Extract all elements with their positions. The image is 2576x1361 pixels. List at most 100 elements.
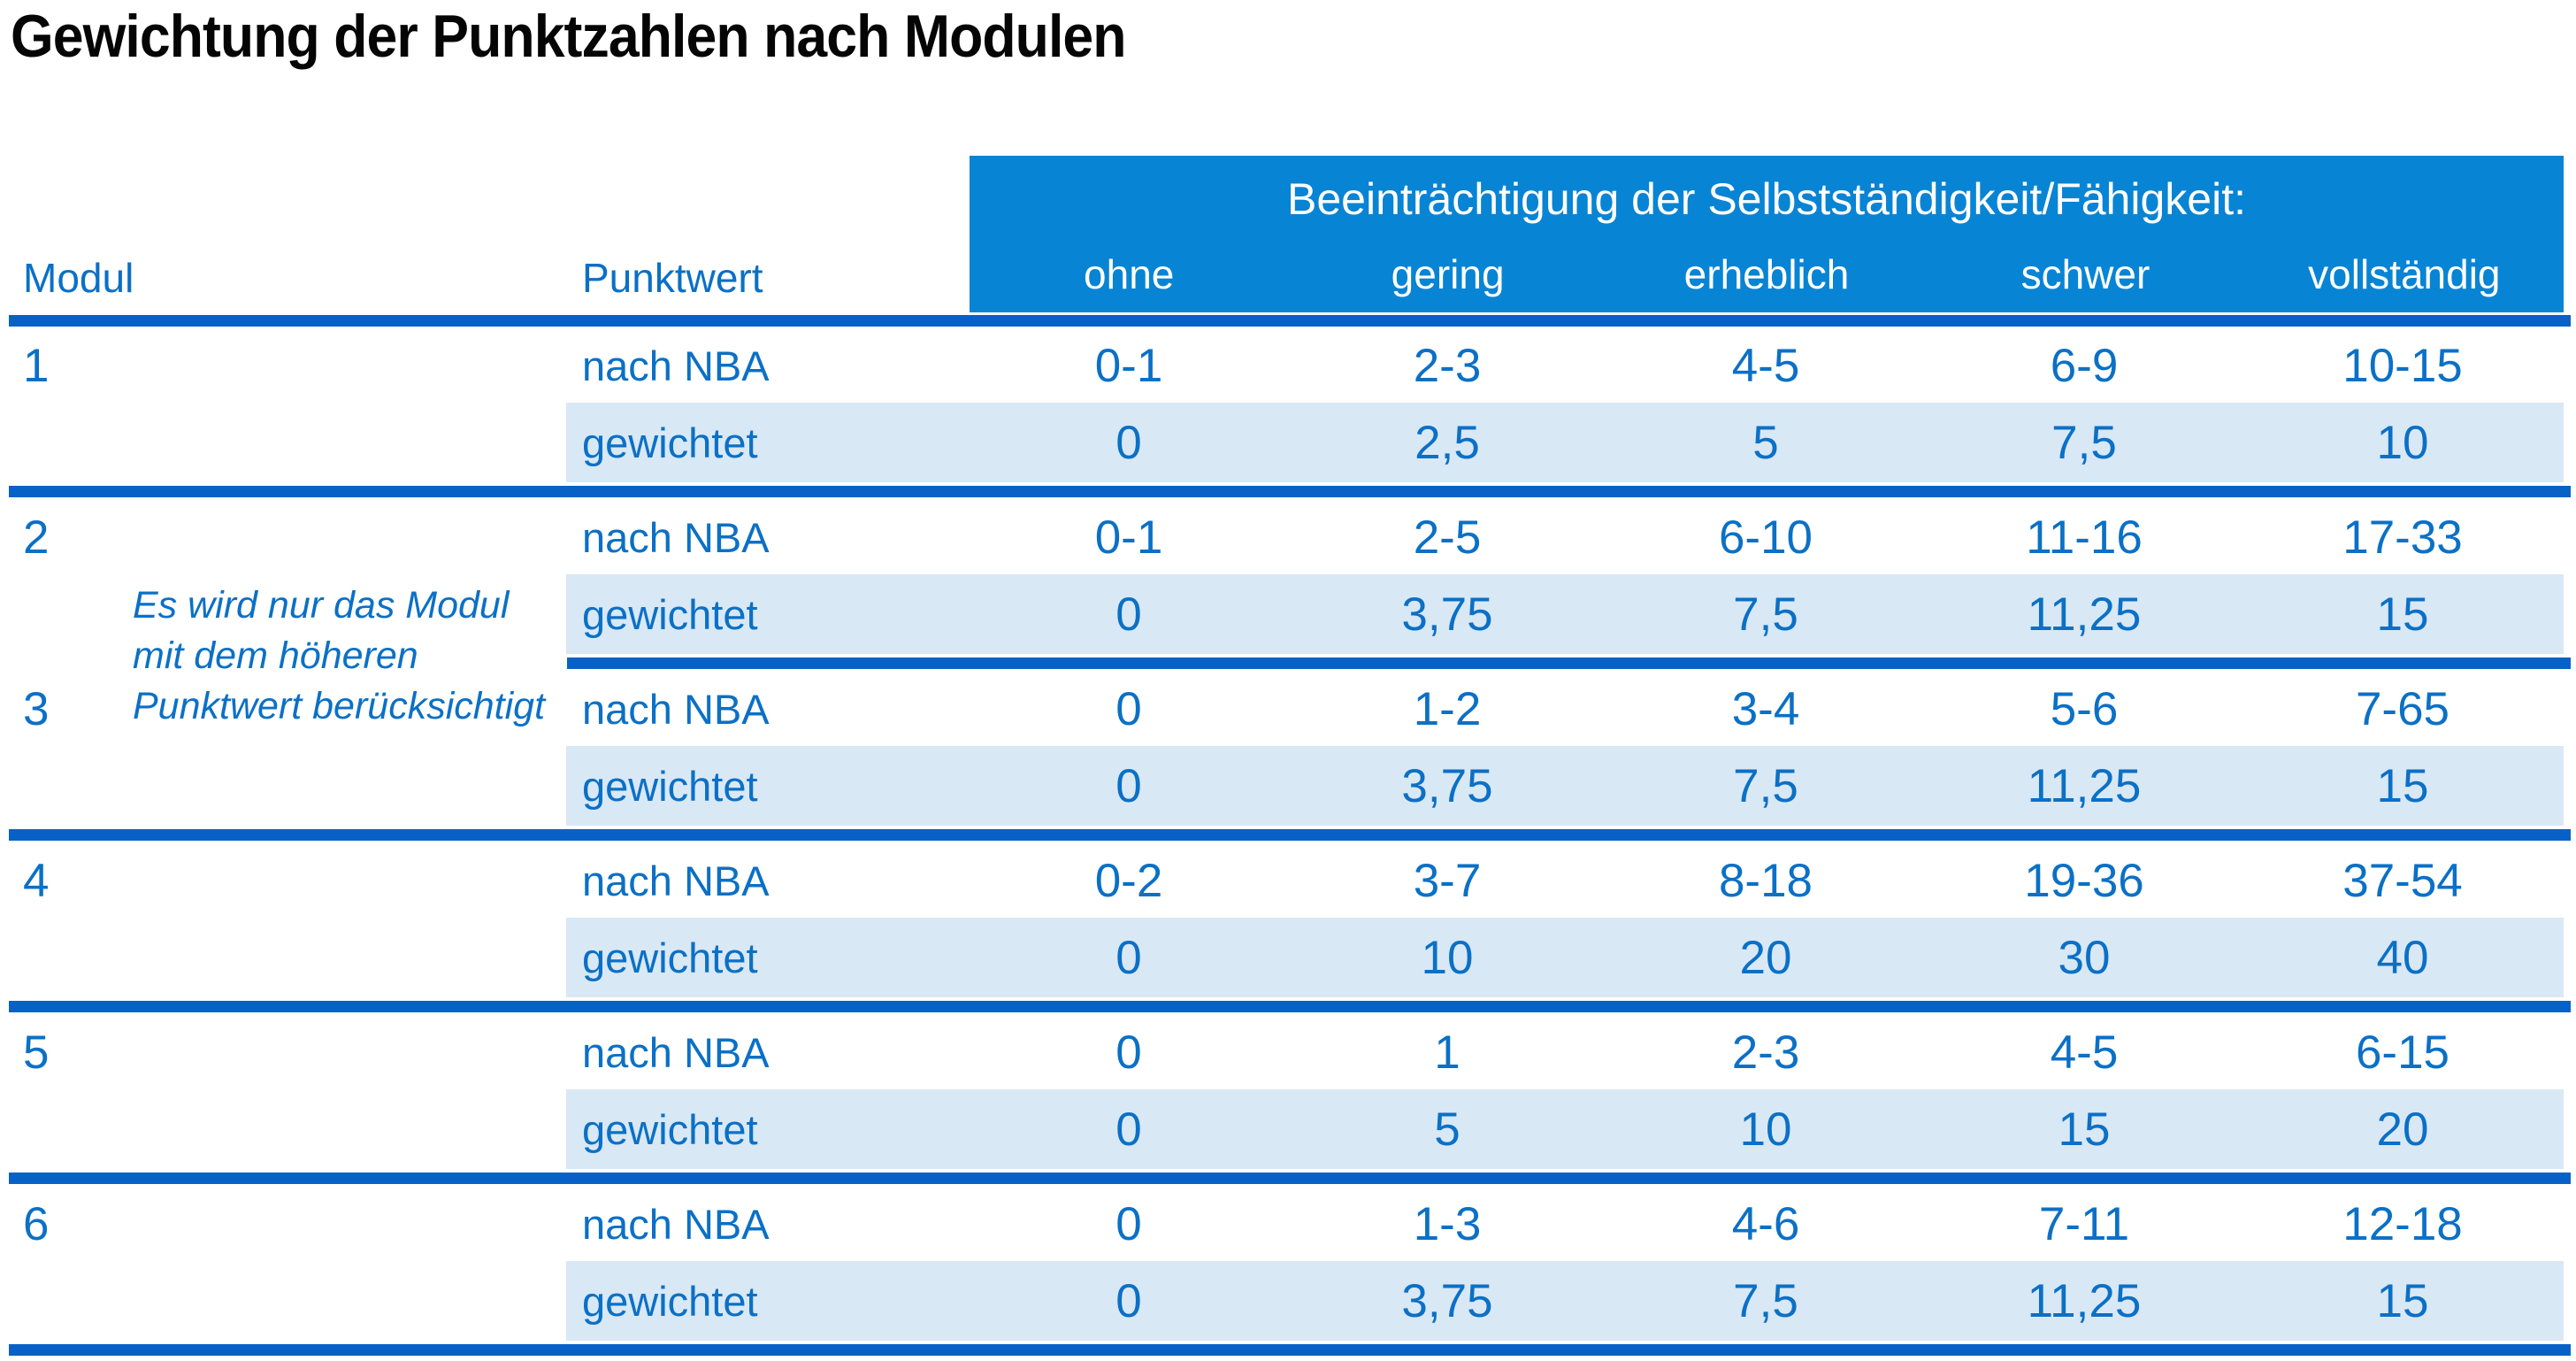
value-cell: 0 <box>1116 1103 1142 1156</box>
table-body: 1 nach NBA 0-1 2-3 4-5 6-9 10-15 gewicht… <box>0 329 2576 1359</box>
row-label: gewichtet <box>582 419 758 466</box>
row-label: nach NBA <box>582 514 770 561</box>
table-row-weighted: gewichtet 0 3,75 7,5 11,25 15 <box>0 1261 2576 1341</box>
value-cell: 5-6 <box>2050 683 2119 735</box>
value-cell: 0 <box>1116 1198 1142 1250</box>
value-cell: 0 <box>1116 759 1142 812</box>
value-cell: 0 <box>1116 588 1142 641</box>
table-row-weighted: gewichtet 0 3,75 7,5 11,25 15 <box>0 746 2576 826</box>
col-header-schwer: schwer <box>2020 251 2150 297</box>
note-line: mit dem höheren <box>133 634 418 677</box>
row-label: gewichtet <box>582 934 758 981</box>
col-header-punktwert: Punktwert <box>582 255 763 301</box>
weighted-band: gewichtet 0 10 20 30 40 <box>566 918 2564 997</box>
value-cell: 20 <box>2376 1103 2429 1156</box>
table-row-nba: 6 nach NBA 0 1-3 4-6 7-11 12-18 <box>0 1188 2576 1261</box>
value-cell: 19-36 <box>2024 855 2144 907</box>
value-cell: 3-7 <box>1413 855 1482 907</box>
module-divider <box>9 486 2571 497</box>
module-divider <box>9 1001 2571 1012</box>
page-title: Gewichtung der Punktzahlen nach Modulen <box>11 3 1127 70</box>
value-cell: 10 <box>2376 416 2429 469</box>
value-cell: 10-15 <box>2342 340 2463 392</box>
value-cell: 1-3 <box>1413 1198 1482 1250</box>
value-cell: 15 <box>2058 1103 2111 1156</box>
severity-header-box: Beeinträchtigung der Selbstständigkeit/F… <box>970 156 2564 312</box>
table-bottom-rule <box>9 1344 2571 1356</box>
row-label: nach NBA <box>582 1029 770 1076</box>
row-label: gewichtet <box>582 1277 758 1325</box>
value-cell: 7-11 <box>2038 1198 2130 1250</box>
module-id: 3 <box>23 683 50 735</box>
value-cell: 6-9 <box>2050 340 2119 392</box>
value-cell: 7,5 <box>2051 416 2117 469</box>
value-cell: 2-3 <box>1731 1027 1800 1079</box>
row-label: gewichtet <box>582 762 758 810</box>
module-id: 1 <box>23 340 50 392</box>
value-cell: 11,25 <box>2027 759 2142 812</box>
row-label: nach NBA <box>582 857 770 904</box>
col-header-ohne: ohne <box>1084 251 1175 297</box>
value-cell: 7,5 <box>1733 1274 1798 1327</box>
value-cell: 1 <box>1434 1027 1460 1079</box>
value-cell: 11,25 <box>2027 588 2142 641</box>
value-cell: 7-65 <box>2355 683 2450 735</box>
note-line: Es wird nur das Modul <box>133 584 510 627</box>
table-row-nba: 5 nach NBA 0 1 2-3 4-5 6-15 <box>0 1016 2576 1089</box>
module-group-3: 3 nach NBA 0 1-2 3-4 5-6 7-65 gewichtet … <box>0 673 2576 841</box>
value-cell: 15 <box>2376 588 2429 641</box>
note-line: Punktwert berücksichtigt <box>133 685 546 727</box>
col-header-vollstaendig: vollständig <box>2308 251 2501 297</box>
row-label: gewichtet <box>582 590 758 638</box>
module-id: 2 <box>23 511 50 564</box>
weighted-band: gewichtet 0 3,75 7,5 11,25 15 <box>566 746 2564 826</box>
value-cell: 10 <box>1739 1103 1792 1156</box>
value-cell: 0 <box>1116 1027 1142 1079</box>
table-row-weighted: gewichtet 0 5 10 15 20 <box>0 1089 2576 1169</box>
module-2-3-note: Es wird nur das Modul mit dem höheren Pu… <box>133 581 545 732</box>
value-cell: 11-16 <box>2026 511 2143 564</box>
table-row-weighted: gewichtet 0 2,5 5 7,5 10 <box>0 403 2576 482</box>
value-cell: 7,5 <box>1733 759 1798 812</box>
severity-span-header: Beeinträchtigung der Selbstständigkeit/F… <box>1287 174 2246 224</box>
value-cell: 20 <box>1739 931 1792 984</box>
table-row-weighted: gewichtet 0 3,75 7,5 11,25 15 <box>0 574 2576 654</box>
table-row-nba: 3 nach NBA 0 1-2 3-4 5-6 7-65 <box>0 673 2576 746</box>
row-label: gewichtet <box>582 1105 758 1153</box>
module-id: 6 <box>23 1198 50 1250</box>
weighted-band: gewichtet 0 5 10 15 20 <box>566 1089 2564 1169</box>
table-row-nba: 4 nach NBA 0-2 3-7 8-18 19-36 37-54 <box>0 844 2576 918</box>
value-cell: 0-1 <box>1094 511 1163 564</box>
value-cell: 2-5 <box>1413 511 1482 564</box>
value-cell: 11,25 <box>2027 1274 2142 1327</box>
value-cell: 30 <box>2058 931 2111 984</box>
value-cell: 6-10 <box>1718 511 1813 564</box>
module-group-4: 4 nach NBA 0-2 3-7 8-18 19-36 37-54 gewi… <box>0 844 2576 1012</box>
col-header-modul: Modul <box>23 255 134 301</box>
value-cell: 7,5 <box>1733 588 1798 641</box>
value-cell: 0-2 <box>1094 855 1163 907</box>
row-label: nach NBA <box>582 1201 770 1248</box>
value-cell: 17-33 <box>2342 511 2463 564</box>
value-cell: 5 <box>1434 1103 1460 1156</box>
value-cell: 10 <box>1421 931 1474 984</box>
row-label: nach NBA <box>582 342 770 389</box>
module-group-1: 1 nach NBA 0-1 2-3 4-5 6-9 10-15 gewicht… <box>0 329 2576 497</box>
value-cell: 37-54 <box>2342 855 2463 907</box>
module-id: 4 <box>23 855 50 907</box>
value-cell: 0 <box>1116 1274 1142 1327</box>
table-row-nba: 1 nach NBA 0-1 2-3 4-5 6-9 10-15 <box>0 329 2576 403</box>
value-cell: 0 <box>1116 683 1142 735</box>
value-cell: 3,75 <box>1401 759 1493 812</box>
module-divider <box>9 1173 2571 1184</box>
table-row-nba: 2 nach NBA 0-1 2-5 6-10 11-16 17-33 <box>0 501 2576 574</box>
value-cell: 5 <box>1752 416 1779 469</box>
value-cell: 3-4 <box>1731 683 1800 735</box>
severity-header-row: ohne gering erheblich schwer vollständig <box>970 250 2564 298</box>
weighted-band: gewichtet 0 3,75 7,5 11,25 15 <box>566 574 2564 654</box>
value-cell: 3,75 <box>1401 588 1493 641</box>
row-label: nach NBA <box>582 686 770 733</box>
weighted-band: gewichtet 0 2,5 5 7,5 10 <box>566 403 2564 482</box>
col-header-gering: gering <box>1391 251 1505 297</box>
